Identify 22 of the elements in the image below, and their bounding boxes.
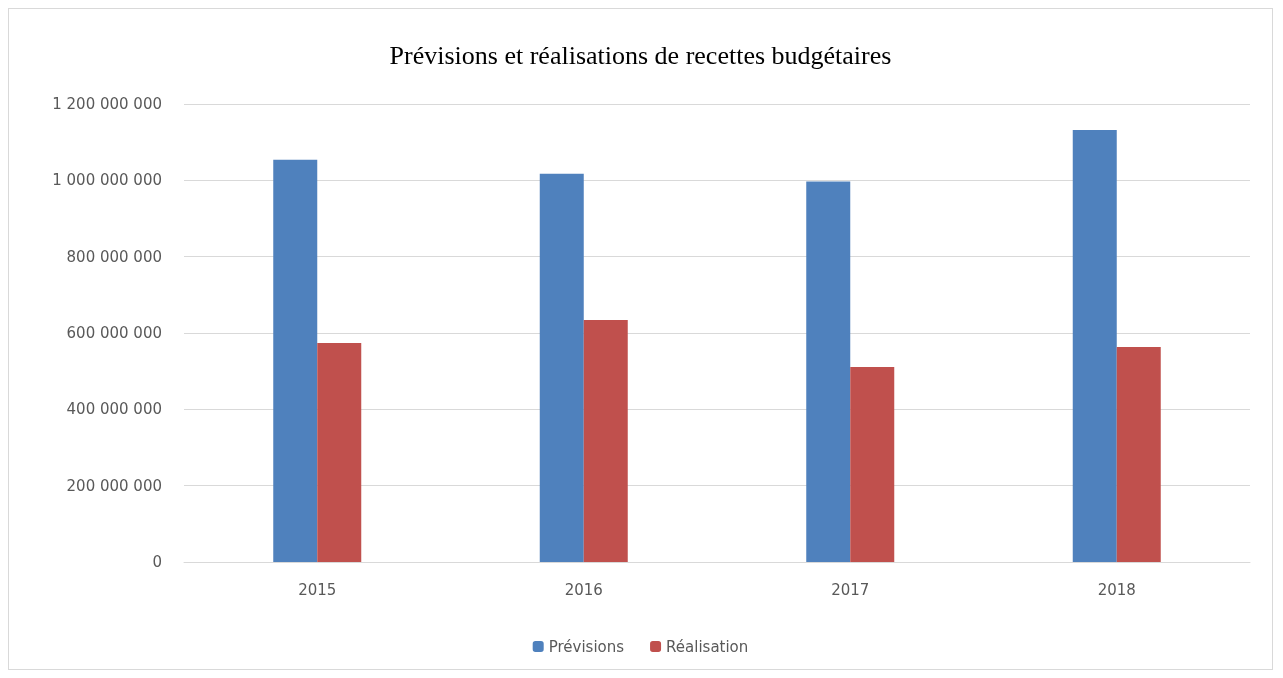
bar (317, 342, 362, 562)
y-tick-label: 800 000 000 (66, 247, 162, 266)
legend-label: Réalisation (666, 637, 749, 656)
y-tick-label: 1 000 000 000 (52, 171, 162, 190)
y-tick-label: 600 000 000 (66, 324, 162, 342)
x-tick-label: 2018 (1097, 580, 1136, 599)
y-tick-label: 200 000 000 (66, 476, 162, 495)
bar (583, 320, 628, 562)
bar (850, 366, 895, 562)
bar (1072, 129, 1117, 562)
y-tick-label: 1 200 000 000 (52, 95, 162, 113)
legend-label: Prévisions (548, 637, 625, 656)
bar (273, 159, 318, 562)
x-tick-label: 2015 (298, 580, 337, 599)
y-tick-label: 400 000 000 (66, 400, 162, 419)
x-tick-label: 2017 (831, 580, 870, 599)
bar (1116, 347, 1161, 562)
x-tick-label: 2016 (564, 580, 603, 599)
chart-title: Prévisions et réalisations de recettes budgétaires (389, 40, 892, 70)
bar (806, 181, 851, 562)
y-tick-label: 0 (152, 553, 162, 571)
bar (539, 173, 584, 562)
